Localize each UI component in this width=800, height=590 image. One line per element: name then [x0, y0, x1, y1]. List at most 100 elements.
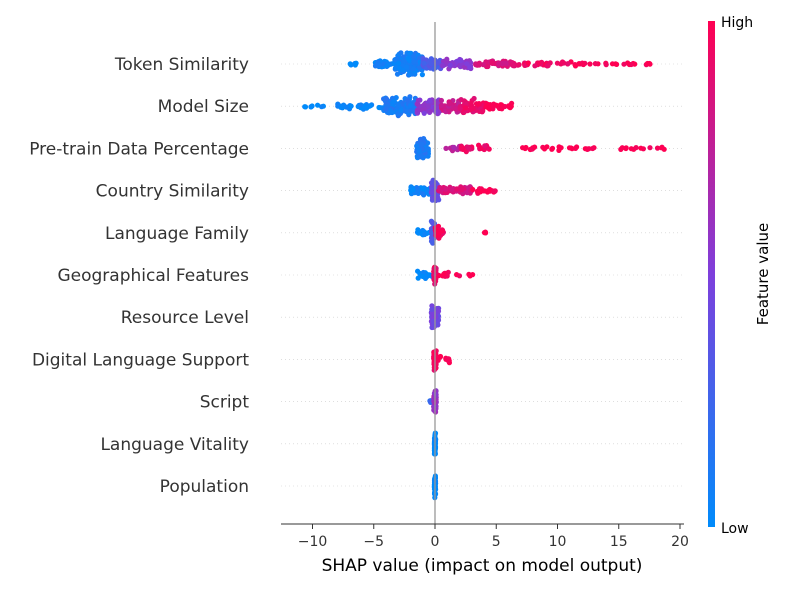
colorbar-gradient [708, 21, 715, 527]
shap-point [483, 230, 489, 236]
shap-point [383, 96, 389, 102]
shap-point [445, 357, 451, 364]
shap-point [574, 144, 580, 150]
shap-point [375, 62, 381, 68]
shap-point [453, 106, 459, 112]
shap-point [347, 61, 353, 67]
feature-label: Model Size [158, 97, 249, 117]
shap-point [647, 145, 653, 151]
shap-point [621, 61, 627, 67]
shap-point [491, 101, 497, 107]
shap-point [338, 104, 344, 110]
feature-label: Country Similarity [96, 182, 249, 202]
colorbar-high-label: High [721, 15, 753, 31]
shap-point [431, 321, 437, 327]
shap-point [416, 147, 422, 153]
shap-point [480, 108, 486, 114]
shap-point [431, 268, 437, 274]
shap-point [438, 103, 445, 109]
shap-point [541, 146, 548, 152]
shap-point [437, 188, 443, 194]
shap-point [435, 195, 441, 201]
shap-point [385, 62, 391, 68]
shap-point [454, 186, 460, 192]
shap-point [446, 101, 452, 107]
shap-point [449, 186, 455, 192]
shap-point [420, 273, 426, 280]
x-tick-label: 0 [431, 534, 440, 550]
shap-point [398, 50, 404, 56]
shap-point [525, 60, 531, 66]
shap-point [433, 109, 439, 115]
shap-point [501, 60, 507, 66]
x-tick-label: 20 [671, 534, 689, 550]
shap-point [420, 269, 426, 276]
shap-point [507, 103, 513, 109]
shap-point [466, 271, 472, 277]
shap-point [447, 62, 453, 68]
shap-point [405, 55, 411, 61]
shap-point [348, 103, 354, 109]
shap-point [439, 228, 445, 234]
feature-label: Token Similarity [114, 55, 249, 75]
shap-point [473, 101, 480, 107]
shap-point [420, 185, 426, 191]
shap-point [421, 101, 427, 108]
shap-point [532, 144, 538, 150]
shap-point [414, 101, 420, 107]
shap-point [424, 146, 430, 152]
shap-point [480, 62, 486, 68]
shap-point [609, 61, 616, 67]
shap-point [499, 106, 505, 112]
shap-point [441, 271, 447, 277]
shap-point [353, 60, 359, 66]
shap-point [614, 61, 620, 67]
shap-point [431, 361, 437, 367]
shap-point [558, 145, 564, 151]
shap-points [302, 50, 667, 501]
shap-point [436, 272, 442, 279]
shap-point [427, 97, 433, 103]
shap-point [429, 303, 435, 309]
shap-point [411, 59, 417, 65]
shap-point [638, 145, 644, 151]
shap-point [302, 104, 309, 110]
shap-point [654, 145, 661, 151]
shap-point [459, 144, 465, 150]
shap-point [440, 63, 446, 69]
shap-point [414, 143, 420, 149]
shap-point [319, 104, 325, 110]
shap-point [410, 66, 417, 72]
shap-point [315, 102, 321, 108]
shap-point [417, 136, 424, 142]
shap-point [421, 110, 427, 116]
shap-point [431, 350, 437, 356]
shap-point [603, 62, 609, 68]
shap-point [470, 186, 476, 193]
shap-point [633, 145, 639, 151]
shap-point [358, 102, 364, 108]
shap-point [464, 61, 470, 67]
shap-point [407, 50, 413, 57]
shap-point [400, 58, 407, 64]
shap-point [456, 273, 463, 279]
shap-point [482, 143, 488, 149]
x-axis-title: SHAP value (impact on model output) [322, 556, 643, 576]
shap-point [443, 186, 449, 192]
row-gridlines [281, 63, 684, 487]
shap-point [498, 102, 504, 108]
x-axis-ticks: −10 −5 0 5 10 15 20 [298, 524, 689, 550]
x-tick-label: 10 [549, 534, 567, 550]
shap-point [485, 103, 491, 110]
shap-point [443, 145, 449, 151]
feature-label: Digital Language Support [32, 350, 249, 370]
shap-point [428, 190, 434, 196]
shap-point [411, 53, 417, 59]
shap-point [398, 107, 404, 113]
feature-label: Geographical Features [57, 266, 249, 286]
shap-point [457, 106, 463, 112]
shap-point [420, 191, 426, 197]
shap-point [396, 60, 402, 66]
shap-point [419, 141, 425, 147]
shap-point [421, 60, 427, 66]
